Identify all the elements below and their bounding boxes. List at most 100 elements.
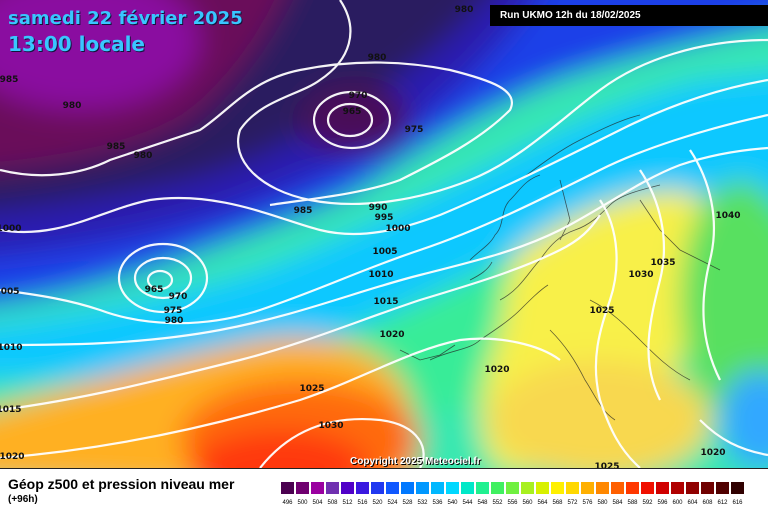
scale-value-label: 532: [417, 500, 428, 506]
isobar-label: 965: [145, 285, 164, 295]
scale-value-label: 572: [567, 500, 578, 506]
scale-value-label: 512: [342, 500, 353, 506]
scale-value-label: 540: [447, 500, 458, 506]
isobar-label: 985: [0, 75, 18, 85]
scale-swatch: [325, 481, 340, 495]
forecast-date: samedi 22 février 2025: [8, 8, 243, 29]
scale-value-label: 516: [357, 500, 368, 506]
isobar-label: 1020: [379, 330, 404, 340]
scale-value-label: 604: [687, 500, 698, 506]
scale-value-label: 612: [717, 500, 728, 506]
legend-subtitle: (+96h): [8, 494, 38, 505]
isobar-label: 1015: [373, 297, 398, 307]
scale-value-label: 584: [612, 500, 623, 506]
isobar-label: 1030: [628, 270, 653, 280]
isobar-label: 980: [134, 151, 153, 161]
isobar-label: 1005: [0, 287, 20, 297]
legend-title: Géop z500 et pression niveau mer: [8, 476, 235, 492]
scale-value-label: 528: [402, 500, 413, 506]
isobar-label: 985: [107, 142, 126, 152]
isobars: [0, 0, 768, 468]
isobar-label: 1030: [318, 421, 343, 431]
scale-swatch: [700, 481, 715, 495]
scale-value-label: 608: [702, 500, 713, 506]
isobar-label: 995: [375, 213, 394, 223]
isobar-label: 975: [164, 306, 183, 316]
isobar-label: 1020: [484, 365, 509, 375]
scale-value-label: 580: [597, 500, 608, 506]
scale-value-label: 576: [582, 500, 593, 506]
scale-value-label: 560: [522, 500, 533, 506]
scale-value-label: 552: [492, 500, 503, 506]
scale-swatch: [385, 481, 400, 495]
scale-swatch: [490, 481, 505, 495]
scale-swatch: [415, 481, 430, 495]
copyright-notice: Copyright 2025 Meteociel.fr: [350, 456, 481, 467]
geopotential-field: [0, 0, 768, 468]
scale-swatch: [520, 481, 535, 495]
scale-swatch: [430, 481, 445, 495]
scale-swatch: [670, 481, 685, 495]
scale-swatch: [580, 481, 595, 495]
color-scale-labels: 496 500 504 508 512 516 520 524 528 532 536 540 544 5…: [280, 499, 745, 507]
isobar-label: 965: [343, 107, 362, 117]
scale-swatch: [640, 481, 655, 495]
isobar-label: 1035: [650, 258, 675, 268]
scale-value-label: 596: [657, 500, 668, 506]
isobar-label: 1015: [0, 405, 22, 415]
scale-swatch: [475, 481, 490, 495]
scale-value-label: 496: [282, 500, 293, 506]
scale-value-label: 508: [327, 500, 338, 506]
scale-value-label: 600: [672, 500, 683, 506]
scale-swatch: [400, 481, 415, 495]
scale-swatch: [565, 481, 580, 495]
scale-value-label: 588: [627, 500, 638, 506]
isobar-label: 985: [294, 206, 313, 216]
scale-value-label: 556: [507, 500, 518, 506]
isobar-label: 990: [369, 203, 388, 213]
scale-swatch: [445, 481, 460, 495]
isobar-label: 980: [165, 316, 184, 326]
model-run-info: Run UKMO 12h du 18/02/2025: [490, 5, 768, 26]
forecast-time: 13:00 locale: [8, 32, 145, 56]
scale-swatch: [340, 481, 355, 495]
isobar-label: 1020: [0, 452, 25, 462]
scale-swatch: [310, 481, 325, 495]
scale-swatch: [505, 481, 520, 495]
scale-swatch: [370, 481, 385, 495]
isobar-label: 1010: [0, 343, 23, 353]
scale-value-label: 564: [537, 500, 548, 506]
isobar-label: 970: [169, 292, 188, 302]
scale-swatch: [550, 481, 565, 495]
scale-value-label: 520: [372, 500, 383, 506]
scale-swatch: [715, 481, 730, 495]
isobar-label: 1025: [594, 462, 619, 468]
isobar-label: 980: [455, 5, 474, 15]
scale-swatch: [460, 481, 475, 495]
scale-value-label: 544: [462, 500, 473, 506]
isobar-label: 1000: [0, 224, 22, 234]
scale-swatch: [535, 481, 550, 495]
isobar-label: 1000: [385, 224, 410, 234]
color-scale: [280, 481, 745, 495]
scale-value-label: 500: [297, 500, 308, 506]
legend-panel: Géop z500 et pression niveau mer (+96h) …: [0, 468, 768, 512]
isobar-label: 1020: [700, 448, 725, 458]
scale-swatch: [595, 481, 610, 495]
isobar-label: 1005: [372, 247, 397, 257]
scale-swatch: [610, 481, 625, 495]
scale-value-label: 616: [732, 500, 743, 506]
scale-swatch: [730, 481, 745, 495]
isobar-label: 1010: [368, 270, 393, 280]
scale-swatch: [685, 481, 700, 495]
scale-swatch: [625, 481, 640, 495]
scale-value-label: 536: [432, 500, 443, 506]
scale-value-label: 592: [642, 500, 653, 506]
isobar-label: 1025: [299, 384, 324, 394]
scale-value-label: 524: [387, 500, 398, 506]
scale-value-label: 548: [477, 500, 488, 506]
scale-swatch: [355, 481, 370, 495]
